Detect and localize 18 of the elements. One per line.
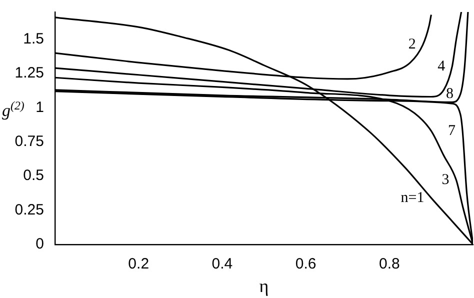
- x-tick-label: 0.4: [212, 256, 233, 273]
- series-label: 3: [442, 172, 450, 188]
- y-tick-label: 0.75: [14, 133, 44, 150]
- series-label: 8: [446, 86, 454, 102]
- x-tick-label: 0.6: [295, 256, 316, 273]
- series-label: 7: [448, 122, 456, 139]
- y-tick-label: 0.25: [14, 201, 44, 218]
- x-axis-title: η: [259, 276, 269, 296]
- x-tick-label: 0.8: [378, 256, 400, 273]
- y-tick-label: 1.25: [14, 64, 44, 82]
- series-label: n=1: [400, 190, 424, 206]
- series-label: 2: [408, 36, 416, 53]
- series-label: 4: [438, 58, 446, 75]
- y-tick-label: 0.5: [23, 167, 44, 184]
- y-tick-label: 1: [36, 98, 44, 116]
- y-tick-label: 0: [36, 236, 44, 253]
- y-tick-label: 1.5: [23, 30, 44, 48]
- x-tick-label: 0.2: [128, 256, 150, 273]
